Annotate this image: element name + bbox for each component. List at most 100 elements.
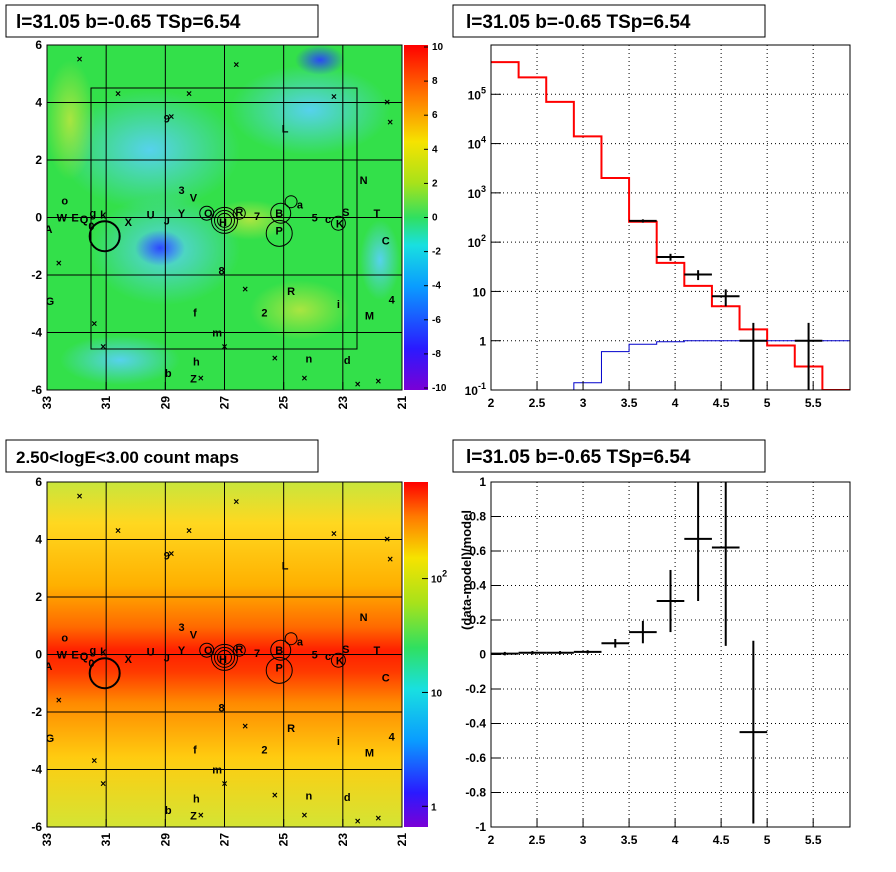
cross-marker: × bbox=[375, 813, 381, 824]
y-tick-label: 0 bbox=[35, 211, 42, 225]
title-box bbox=[5, 439, 319, 473]
source-label: X bbox=[125, 654, 133, 666]
y-tick-label: 6 bbox=[35, 38, 42, 52]
source-label: a bbox=[297, 637, 304, 649]
x-tick-label: 3.5 bbox=[621, 833, 638, 847]
cross-marker: × bbox=[198, 374, 204, 385]
source-label: 3 bbox=[179, 622, 185, 634]
y-tick-label: 0 bbox=[35, 648, 42, 662]
source-label: o bbox=[61, 195, 68, 207]
cross-marker: × bbox=[301, 374, 307, 385]
cross-marker: × bbox=[168, 549, 174, 560]
x-tick-label: 27 bbox=[218, 833, 232, 847]
x-tick-label: 2 bbox=[488, 396, 495, 410]
source-label: f bbox=[193, 307, 197, 319]
source-label: g bbox=[89, 645, 96, 657]
y-tick-label: 105 bbox=[468, 85, 486, 102]
source-label: d bbox=[344, 355, 351, 367]
x-tick-label: 3 bbox=[580, 396, 587, 410]
y-tick-label: 103 bbox=[468, 184, 486, 201]
source-label: B bbox=[275, 208, 283, 220]
source-label: 8 bbox=[218, 703, 224, 715]
cross-marker: × bbox=[91, 319, 97, 330]
series-line bbox=[491, 61, 850, 390]
x-tick-label: 29 bbox=[158, 833, 172, 847]
y-tick-label: 102 bbox=[468, 233, 486, 250]
cross-marker: × bbox=[100, 779, 106, 790]
cross-marker: × bbox=[375, 376, 381, 387]
source-label: Y bbox=[178, 645, 186, 657]
source-label: a bbox=[297, 200, 304, 212]
x-tick-label: 31 bbox=[99, 833, 113, 847]
colorbar-tick-label: 10 bbox=[431, 688, 443, 699]
title-box bbox=[5, 4, 319, 38]
map-grid bbox=[47, 45, 402, 390]
source-label: c bbox=[325, 214, 331, 226]
x-tick-label: 23 bbox=[336, 833, 350, 847]
cross-marker: × bbox=[301, 811, 307, 822]
colorbar-tick-label: 0 bbox=[432, 213, 438, 224]
source-circle bbox=[284, 195, 298, 209]
source-label: Q bbox=[80, 214, 89, 226]
source-label: Q bbox=[80, 651, 89, 663]
cross-marker: × bbox=[331, 92, 337, 103]
source-label: W bbox=[57, 213, 68, 225]
source-label: A bbox=[45, 661, 53, 673]
cross-marker: × bbox=[387, 118, 393, 129]
x-tick-label: 5.5 bbox=[805, 833, 822, 847]
cross-marker: × bbox=[186, 89, 192, 100]
x-tick-label: 3.5 bbox=[621, 396, 638, 410]
source-label: G bbox=[46, 733, 55, 745]
source-label: T bbox=[373, 645, 380, 657]
title: l=31.05 b=-0.65 TSp=6.54 bbox=[466, 447, 691, 468]
source-circle bbox=[199, 205, 215, 221]
source-label: 9 bbox=[164, 550, 170, 562]
source-circle bbox=[199, 642, 215, 658]
cross-marker: × bbox=[222, 342, 228, 353]
y-tick-label: -0.4 bbox=[465, 717, 486, 731]
colorbar-tick-label: -10 bbox=[432, 383, 447, 394]
source-label: 9 bbox=[164, 113, 170, 125]
source-label: L bbox=[282, 123, 289, 135]
x-tick-label: 23 bbox=[336, 396, 350, 410]
y-tick-label: 0.4 bbox=[469, 579, 486, 593]
x-tick-label: 31 bbox=[99, 396, 113, 410]
y-tick-label: -1 bbox=[475, 820, 486, 834]
data-points bbox=[491, 482, 768, 824]
source-circle bbox=[88, 220, 121, 253]
source-label: W bbox=[57, 650, 68, 662]
source-label: K bbox=[336, 218, 344, 230]
source-label: R bbox=[235, 644, 243, 656]
cross-marker: × bbox=[91, 756, 97, 767]
y-tick-label: 4 bbox=[35, 533, 42, 547]
y-tick-label: 6 bbox=[35, 475, 42, 489]
y-tick-label: 2 bbox=[35, 153, 42, 167]
source-label: i bbox=[337, 299, 340, 311]
source-label: P bbox=[276, 662, 283, 674]
source-label: f bbox=[193, 744, 197, 756]
colorbar-tick-label: 10 bbox=[432, 42, 444, 53]
x-tick-label: 5.5 bbox=[805, 396, 822, 410]
source-label: V bbox=[190, 192, 198, 204]
source-label: J bbox=[164, 652, 170, 664]
cross-marker: × bbox=[77, 491, 83, 502]
y-tick-label: 10 bbox=[473, 285, 487, 299]
cross-marker: × bbox=[233, 60, 239, 71]
source-label: c bbox=[325, 651, 331, 663]
source-label: 2 bbox=[261, 307, 267, 319]
source-label: K bbox=[336, 655, 344, 667]
x-tick-label: 29 bbox=[158, 396, 172, 410]
title-box bbox=[452, 4, 766, 38]
x-tick-label: 25 bbox=[277, 396, 291, 410]
roi-box bbox=[90, 87, 358, 350]
x-tick-label: 4.5 bbox=[713, 396, 730, 410]
source-circle bbox=[330, 215, 346, 231]
cross-marker: × bbox=[272, 790, 278, 801]
source-label: L bbox=[282, 560, 289, 572]
source-label: S bbox=[342, 644, 349, 656]
source-label: V bbox=[190, 629, 198, 641]
cross-marker: × bbox=[100, 342, 106, 353]
